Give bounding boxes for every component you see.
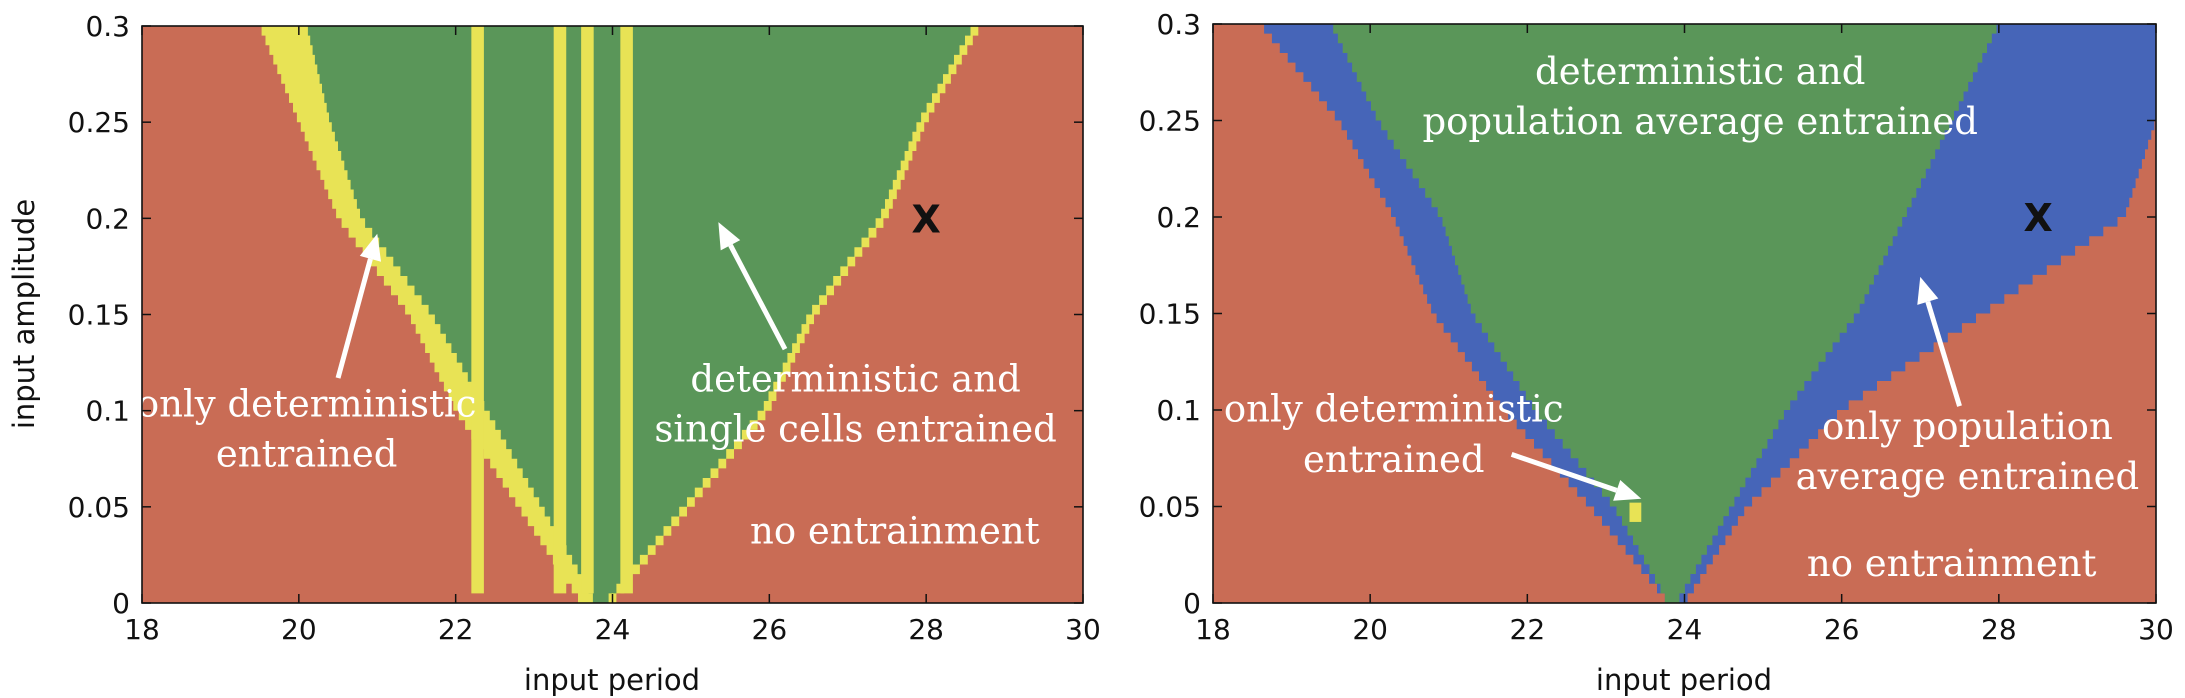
right-panel: deterministic and population average entr… — [1139, 8, 2174, 697]
left-arrow-0 — [335, 233, 382, 379]
left-xtick-label-2: 22 — [438, 613, 474, 646]
right-ytick-label-2: 0.1 — [1156, 394, 1201, 427]
right-xlabel: input period — [1596, 663, 1772, 697]
left-ytick-label-6: 0.3 — [85, 10, 130, 43]
right-x-marker: X — [2023, 196, 2052, 240]
right-ytick-label-1: 0.05 — [1139, 491, 1201, 524]
right-ytick-label-3: 0.15 — [1139, 298, 1201, 331]
left-yellow-stripe-1 — [553, 26, 567, 594]
left-xtick-label-3: 24 — [595, 613, 631, 646]
left-xtick-label-6: 30 — [1065, 613, 1101, 646]
left-yellow-stripe-2 — [581, 26, 594, 594]
right-xtick-label-0: 18 — [1195, 613, 1231, 646]
left-xtick-label-1: 20 — [281, 613, 317, 646]
right-annotation-0: deterministic and — [1535, 50, 1865, 93]
right-ytick-label-5: 0.25 — [1139, 105, 1201, 138]
right-arrow-0 — [1510, 452, 1642, 501]
right-ytick-label-4: 0.2 — [1156, 201, 1201, 234]
right-arrow-1 — [1917, 276, 1962, 407]
right-annotation-1: population average entrained — [1422, 100, 1977, 143]
left-annotation-3: single cells entrained — [654, 407, 1056, 450]
left-ytick-label-2: 0.1 — [85, 395, 130, 428]
left-yellow-stripe-3 — [620, 26, 633, 594]
left-xtick-label-0: 18 — [124, 613, 160, 646]
left-xtick-label-4: 26 — [752, 613, 788, 646]
right-tip-cell — [1664, 593, 1677, 603]
left-annotation-2: deterministic and — [690, 357, 1020, 400]
left-ytick-label-3: 0.15 — [68, 299, 130, 332]
right-xtick-label-3: 24 — [1667, 613, 1703, 646]
right-ytick-label-0: 0 — [1183, 587, 1201, 620]
right-annotation-4: only population — [1822, 405, 2113, 448]
right-xtick-label-6: 30 — [2138, 613, 2174, 646]
right-ytick-label-6: 0.3 — [1156, 8, 1201, 41]
right-deterministic-and-population-region — [1333, 24, 1997, 603]
right-annotation-6: no entrainment — [1807, 542, 2097, 585]
right-xtick-label-1: 20 — [1352, 613, 1388, 646]
left-arrow-1 — [718, 222, 788, 351]
right-annotation-2: only deterministic — [1224, 388, 1564, 431]
left-xlabel: input period — [524, 663, 700, 697]
left-yellow-stripe-0 — [471, 26, 484, 594]
right-yellow-cell — [1629, 502, 1642, 522]
left-annotation-1: entrained — [216, 432, 398, 475]
left-ytick-label-4: 0.2 — [85, 202, 130, 235]
left-annotation-4: no entrainment — [750, 509, 1040, 552]
left-ytick-label-1: 0.05 — [68, 491, 130, 524]
right-annotation-5: average entrained — [1796, 455, 2140, 498]
right-xtick-label-2: 22 — [1510, 613, 1546, 646]
left-ytick-label-0: 0 — [112, 587, 130, 620]
left-ytick-label-5: 0.25 — [68, 106, 130, 139]
left-xtick-label-5: 28 — [908, 613, 944, 646]
right-xtick-label-5: 28 — [1981, 613, 2017, 646]
left-tip-cell — [592, 593, 605, 603]
right-xtick-label-4: 26 — [1824, 613, 1860, 646]
left-x-marker: X — [912, 197, 941, 241]
left-annotation-0: only deterministic — [137, 382, 477, 425]
right-annotation-3: entrained — [1303, 438, 1485, 481]
left-panel: only deterministic entrained deterministic… — [7, 10, 1101, 697]
left-ylabel: input amplitude — [7, 199, 41, 429]
